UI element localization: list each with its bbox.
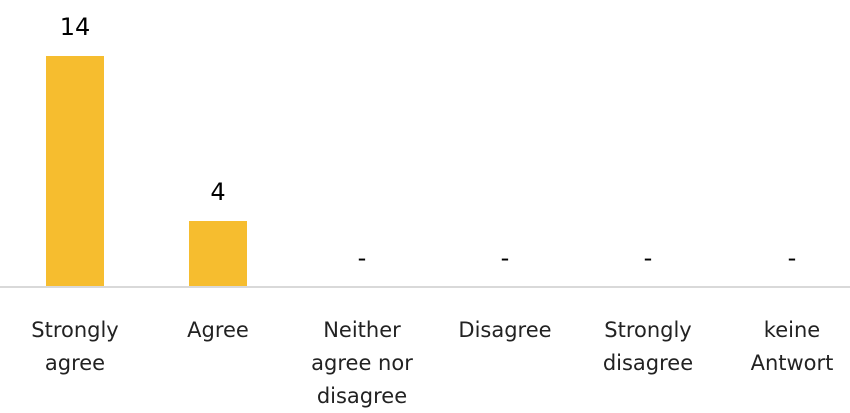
data-label-4: -: [501, 244, 510, 272]
category-label-5: Strongly disagree: [603, 318, 693, 375]
data-label-2: 4: [210, 178, 225, 206]
category-label-3: Neither agree nor disagree: [311, 318, 413, 408]
data-label-6: -: [788, 244, 797, 272]
data-label-3: -: [358, 244, 367, 272]
data-label-5: -: [644, 244, 653, 272]
category-label-2: Agree: [187, 318, 249, 342]
category-label-1: Strongly agree: [31, 318, 119, 375]
data-labels: 14 4 - - - -: [60, 13, 797, 272]
bar-1: [46, 56, 104, 287]
category-label-6: keine Antwort: [751, 318, 834, 375]
category-label-4: Disagree: [458, 318, 551, 342]
category-axis-labels: Strongly agree Agree Neither agree nor disagr…: [31, 318, 833, 408]
bar-2: [189, 221, 247, 287]
data-label-1: 14: [60, 13, 91, 41]
bar-series: [46, 56, 247, 287]
